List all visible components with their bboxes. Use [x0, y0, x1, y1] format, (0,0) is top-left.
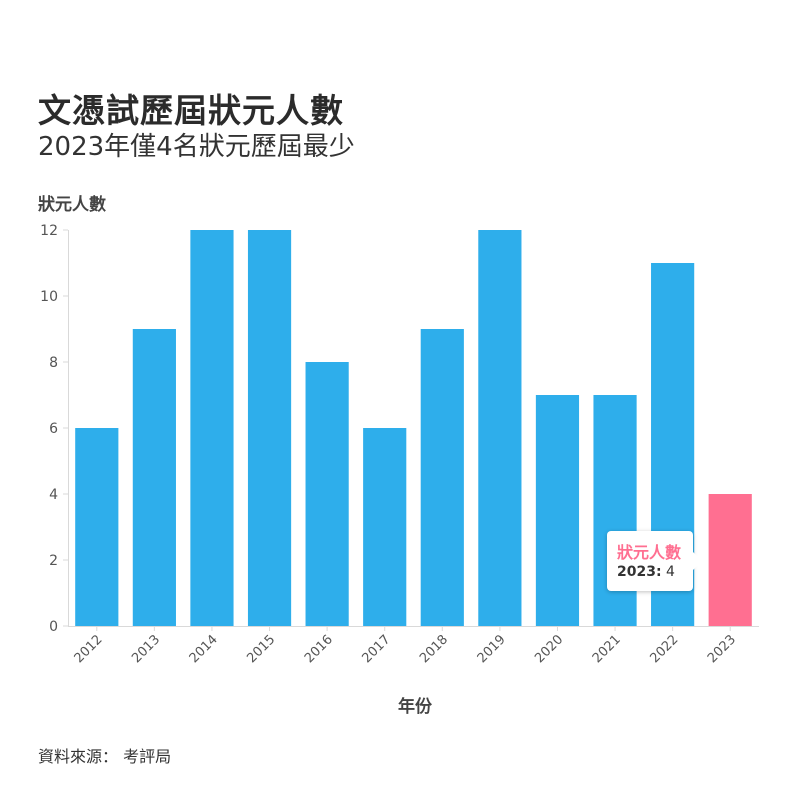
x-tick-label: 2019: [475, 632, 509, 666]
tooltip-series: 狀元人數: [617, 543, 682, 562]
x-ticks: 2012 2013 2014 2015 2016 2017 2018 2019 2020 2021…: [72, 626, 739, 666]
y-axis-label: 狀元人數: [38, 195, 106, 215]
y-tick-label: 8: [49, 355, 58, 371]
bar-2020[interactable]: [535, 395, 580, 626]
x-tick-label: 2014: [187, 632, 221, 666]
tooltip-body: 2023: 4: [617, 564, 675, 580]
y-tick-label: 12: [40, 223, 58, 239]
y-tick-label: 2: [49, 553, 58, 569]
y-tick-label: 6: [49, 421, 58, 437]
bar-2015[interactable]: [247, 230, 292, 626]
x-tick-label: 2021: [590, 632, 624, 666]
bar-2019[interactable]: [478, 230, 522, 626]
source-note: 資料來源： 考評局: [38, 747, 172, 766]
bar-2014[interactable]: [190, 230, 234, 626]
x-tick-label: 2012: [72, 632, 106, 666]
bar-2016[interactable]: [305, 362, 349, 626]
bar-2012[interactable]: [75, 428, 119, 626]
x-axis-label: 年份: [398, 697, 432, 717]
x-tick-label: 2020: [532, 632, 566, 666]
bar-2017[interactable]: [363, 428, 407, 626]
y-tick-label: 10: [40, 289, 58, 305]
x-tick-label: 2022: [647, 632, 681, 666]
x-tick-label: 2015: [244, 632, 278, 666]
bar-2018[interactable]: [420, 329, 464, 626]
x-tick-label: 2018: [417, 632, 451, 666]
x-tick-label: 2016: [302, 632, 336, 666]
x-tick-label: 2023: [705, 632, 739, 666]
y-tick-label: 0: [49, 619, 58, 635]
bar-2021[interactable]: [593, 395, 637, 626]
tooltip-category: 2023:: [617, 564, 662, 580]
chart-subtitle: 2023年僅4名狀元歷屆最少: [38, 132, 355, 162]
bars: [75, 230, 752, 626]
chart-title: 文憑試歷屆狀元人數: [38, 91, 344, 130]
bar-2023[interactable]: [708, 494, 752, 626]
axes: [68, 230, 759, 627]
x-tick-label: 2017: [360, 632, 394, 666]
x-tick-label: 2013: [129, 632, 163, 666]
y-ticks: 0 2 4 6 8 10 12: [40, 223, 68, 635]
tooltip-value: 4: [666, 564, 675, 580]
tooltip: 狀元人數 2023: 4: [607, 531, 702, 591]
bar-2013[interactable]: [132, 329, 176, 626]
y-tick-label: 4: [49, 487, 58, 503]
